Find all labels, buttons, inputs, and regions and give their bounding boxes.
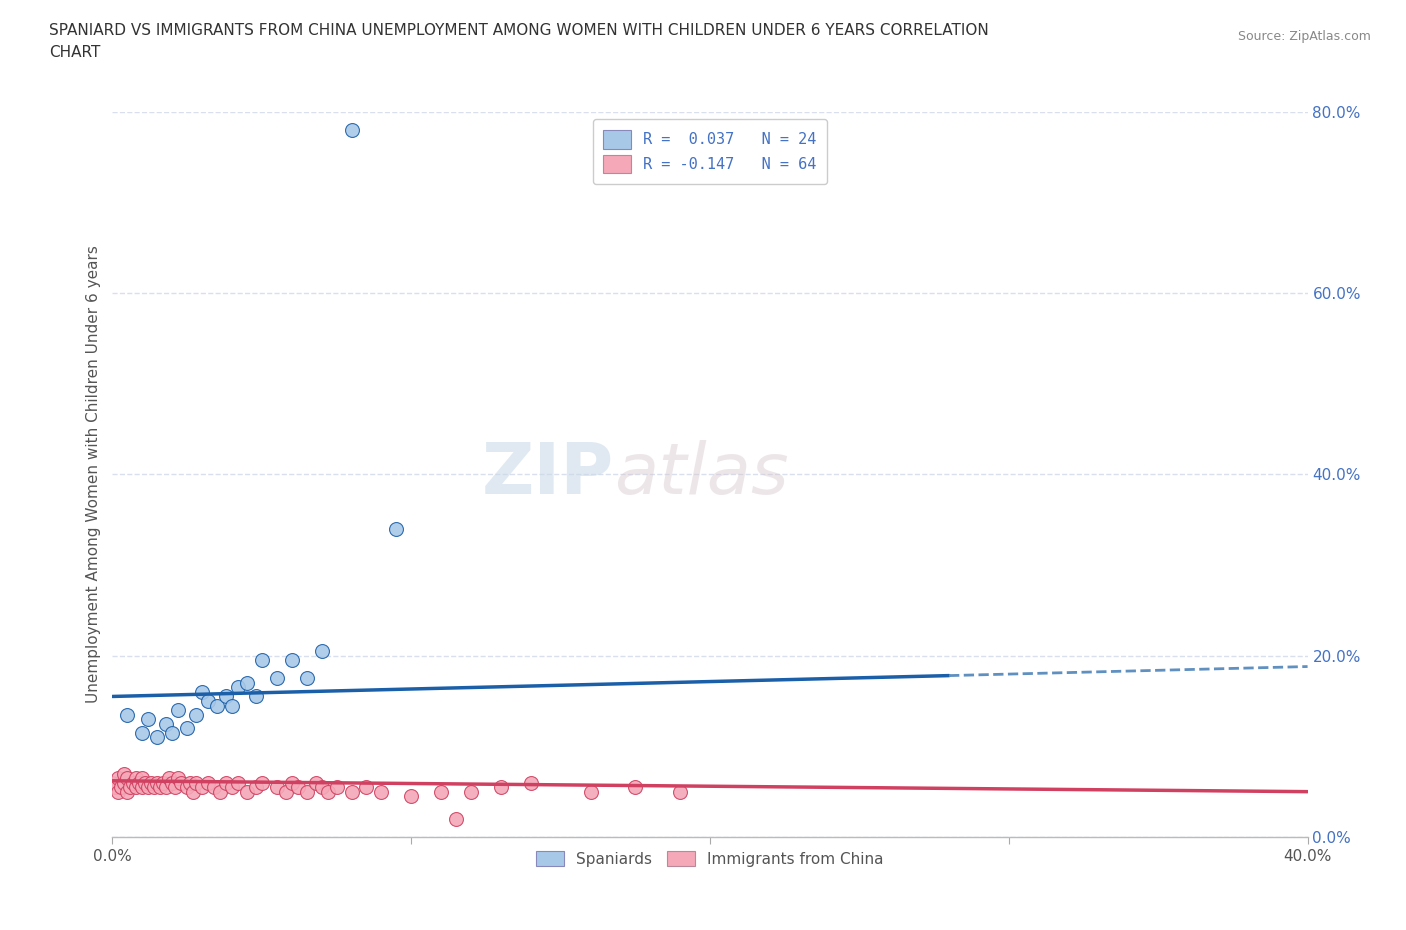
Point bbox=[191, 684, 214, 699]
Point bbox=[245, 779, 267, 794]
Point bbox=[107, 771, 129, 786]
Point bbox=[149, 779, 172, 794]
Point bbox=[114, 776, 135, 790]
Point bbox=[460, 784, 482, 799]
Point bbox=[430, 784, 453, 799]
Point bbox=[209, 784, 232, 799]
Point bbox=[165, 779, 187, 794]
Point bbox=[305, 776, 328, 790]
Point bbox=[215, 776, 238, 790]
Point bbox=[138, 711, 160, 726]
Point bbox=[162, 776, 183, 790]
Legend: Spaniards, Immigrants from China: Spaniards, Immigrants from China bbox=[530, 844, 890, 873]
Point bbox=[295, 784, 318, 799]
Point bbox=[146, 776, 169, 790]
Point bbox=[186, 776, 208, 790]
Point bbox=[141, 776, 163, 790]
Point bbox=[131, 725, 153, 740]
Point bbox=[236, 675, 259, 690]
Point bbox=[311, 644, 333, 658]
Text: SPANIARD VS IMMIGRANTS FROM CHINA UNEMPLOYMENT AMONG WOMEN WITH CHILDREN UNDER 6: SPANIARD VS IMMIGRANTS FROM CHINA UNEMPL… bbox=[49, 23, 988, 38]
Point bbox=[122, 776, 145, 790]
Point bbox=[316, 784, 339, 799]
Point bbox=[340, 784, 363, 799]
Point bbox=[669, 784, 692, 799]
Point bbox=[444, 811, 467, 827]
Point bbox=[186, 707, 208, 722]
Point bbox=[197, 694, 219, 709]
Point bbox=[197, 776, 219, 790]
Text: ZIP: ZIP bbox=[482, 440, 614, 509]
Point bbox=[176, 779, 198, 794]
Point bbox=[179, 776, 201, 790]
Point bbox=[385, 521, 408, 536]
Point bbox=[325, 779, 347, 794]
Point bbox=[191, 779, 214, 794]
Point bbox=[162, 725, 183, 740]
Point bbox=[226, 680, 249, 695]
Point bbox=[117, 784, 139, 799]
Point bbox=[128, 776, 150, 790]
Point bbox=[221, 779, 243, 794]
Point bbox=[236, 784, 259, 799]
Point bbox=[107, 784, 129, 799]
Point bbox=[131, 771, 153, 786]
Point bbox=[125, 779, 148, 794]
Point bbox=[120, 779, 142, 794]
Point bbox=[281, 653, 304, 668]
Point bbox=[250, 776, 273, 790]
Text: atlas: atlas bbox=[614, 440, 789, 509]
Point bbox=[215, 689, 238, 704]
Point bbox=[114, 766, 135, 781]
Point bbox=[155, 716, 177, 731]
Point bbox=[266, 779, 288, 794]
Y-axis label: Unemployment Among Women with Children Under 6 years: Unemployment Among Women with Children U… bbox=[86, 246, 101, 703]
Point bbox=[281, 776, 304, 790]
Point bbox=[226, 776, 249, 790]
Point bbox=[520, 776, 543, 790]
Point bbox=[117, 771, 139, 786]
Point bbox=[117, 707, 139, 722]
Point bbox=[340, 123, 363, 138]
Point bbox=[266, 671, 288, 685]
Point bbox=[287, 779, 309, 794]
Point bbox=[356, 779, 378, 794]
Point bbox=[170, 776, 193, 790]
Point bbox=[167, 703, 190, 718]
Point bbox=[138, 779, 160, 794]
Point bbox=[176, 721, 198, 736]
Point bbox=[131, 779, 153, 794]
Point bbox=[181, 784, 204, 799]
Point bbox=[157, 771, 180, 786]
Point bbox=[202, 779, 225, 794]
Text: Source: ZipAtlas.com: Source: ZipAtlas.com bbox=[1237, 30, 1371, 43]
Point bbox=[295, 671, 318, 685]
Point bbox=[146, 730, 169, 745]
Point bbox=[401, 789, 423, 804]
Point bbox=[155, 779, 177, 794]
Point bbox=[205, 698, 228, 713]
Point bbox=[167, 771, 190, 786]
Text: CHART: CHART bbox=[49, 45, 101, 60]
Point bbox=[370, 784, 392, 799]
Point bbox=[579, 784, 602, 799]
Point bbox=[489, 779, 512, 794]
Point bbox=[143, 779, 166, 794]
Point bbox=[311, 779, 333, 794]
Point bbox=[152, 776, 174, 790]
Point bbox=[221, 698, 243, 713]
Point bbox=[274, 784, 297, 799]
Point bbox=[104, 779, 127, 794]
Point bbox=[110, 779, 132, 794]
Point bbox=[624, 779, 647, 794]
Point bbox=[101, 776, 124, 790]
Point bbox=[245, 689, 267, 704]
Point bbox=[250, 653, 273, 668]
Point bbox=[125, 771, 148, 786]
Point bbox=[134, 776, 156, 790]
